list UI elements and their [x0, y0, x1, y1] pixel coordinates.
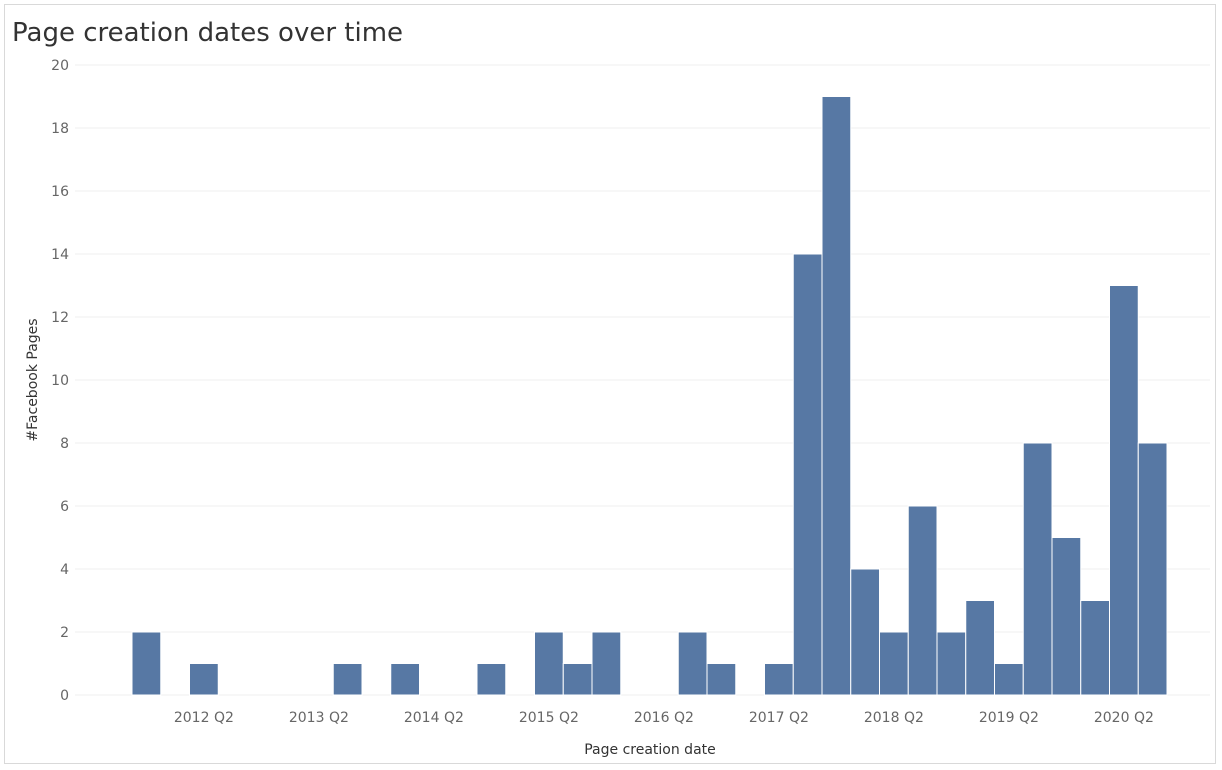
- bar-2015-q3[interactable]: [562, 663, 593, 696]
- bar-2016-q4[interactable]: [706, 663, 737, 696]
- y-tick-label: 16: [51, 184, 69, 200]
- bar-2019-q1[interactable]: [965, 600, 995, 696]
- y-tick-label: 2: [60, 625, 69, 641]
- bar-2018-q2[interactable]: [879, 631, 909, 696]
- y-tick-label: 4: [60, 562, 69, 578]
- bar-2020-q3[interactable]: [1137, 442, 1168, 696]
- bar-2019-q4[interactable]: [1051, 537, 1082, 696]
- x-tick-label: 2018 Q2: [864, 710, 924, 726]
- bars: [131, 96, 1168, 696]
- bar-2019-q3[interactable]: [1022, 442, 1053, 696]
- bar-2017-q3[interactable]: [792, 253, 823, 696]
- bar-2020-q1[interactable]: [1080, 600, 1110, 696]
- bar-2020-q2[interactable]: [1109, 285, 1139, 696]
- x-tick-label: 2013 Q2: [289, 710, 349, 726]
- y-tick-label: 6: [60, 499, 69, 515]
- bar-2011-q4[interactable]: [131, 631, 162, 696]
- chart-title: Page creation dates over time: [12, 18, 404, 48]
- x-tick-label: 2016 Q2: [634, 710, 694, 726]
- y-tick-label: 18: [51, 121, 69, 137]
- y-tick-label: 12: [51, 310, 69, 326]
- x-tick-label: 2020 Q2: [1094, 710, 1154, 726]
- bar-2014-q1[interactable]: [390, 663, 420, 696]
- bar-2012-q2[interactable]: [189, 663, 219, 696]
- bar-2014-q4[interactable]: [476, 663, 507, 696]
- y-tick-label: 14: [51, 247, 69, 263]
- x-tick-label: 2017 Q2: [749, 710, 809, 726]
- bar-2015-q2[interactable]: [534, 631, 564, 696]
- bar-2015-q4[interactable]: [591, 631, 622, 696]
- bar-2013-q3[interactable]: [332, 663, 363, 696]
- bar-2018-q3[interactable]: [907, 505, 938, 696]
- bar-2019-q2[interactable]: [994, 663, 1024, 696]
- bar-2018-q1[interactable]: [850, 568, 880, 696]
- x-tick-label: 2014 Q2: [404, 710, 464, 726]
- bar-2016-q3[interactable]: [677, 631, 708, 696]
- y-axis-ticks: 0 2 4 6 8 10 12 14 16 18 20: [51, 58, 69, 704]
- x-tick-label: 2019 Q2: [979, 710, 1039, 726]
- bar-2018-q4[interactable]: [936, 631, 967, 696]
- y-axis-label: #Facebook Pages: [25, 318, 41, 441]
- x-axis-label: Page creation date: [584, 742, 716, 758]
- y-tick-label: 20: [51, 58, 69, 74]
- y-tick-label: 0: [60, 688, 69, 704]
- bar-2017-q2[interactable]: [764, 663, 794, 696]
- x-tick-label: 2012 Q2: [174, 710, 234, 726]
- x-axis-ticks: 2012 Q2 2013 Q2 2014 Q2 2015 Q2 2016 Q2 2017 …: [174, 710, 1154, 726]
- bar-2017-q4[interactable]: [821, 96, 852, 696]
- x-tick-label: 2015 Q2: [519, 710, 579, 726]
- y-tick-label: 8: [60, 436, 69, 452]
- y-tick-label: 10: [51, 373, 69, 389]
- gridlines: [75, 64, 1210, 696]
